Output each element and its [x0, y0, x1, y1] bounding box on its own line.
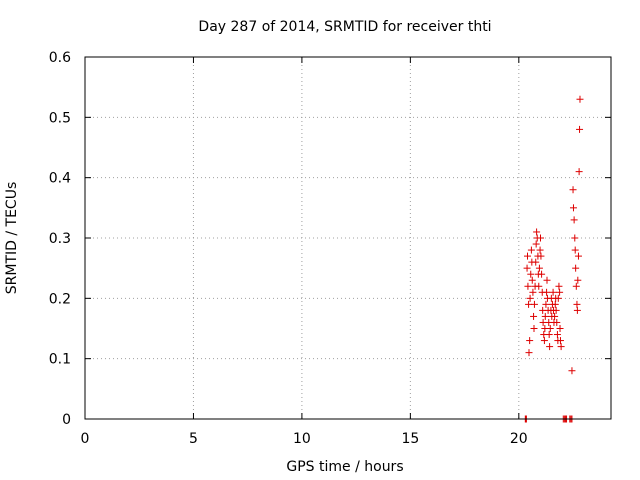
data-point: [537, 252, 545, 260]
data-point: [573, 306, 581, 314]
data-point: [523, 252, 531, 260]
data-point: [551, 312, 559, 320]
data-point: [569, 204, 577, 212]
data-point: [540, 337, 548, 345]
data-point: [549, 288, 557, 296]
data-point: [572, 282, 580, 290]
data-point: [576, 95, 584, 103]
data-point: [570, 216, 578, 224]
data-point: [573, 300, 581, 308]
data-point: [529, 288, 537, 296]
data-point: [543, 288, 551, 296]
x-tick-label: 0: [81, 431, 90, 447]
x-tick-label: 10: [293, 431, 311, 447]
data-point: [536, 246, 544, 254]
data-point: [527, 246, 535, 254]
data-point: [575, 168, 583, 176]
data-point: [530, 325, 538, 332]
data-point: [574, 276, 582, 284]
data-point: [532, 258, 540, 266]
y-tick-label: 0.4: [49, 171, 71, 187]
y-tick-label: 0.2: [49, 291, 71, 307]
grid: [85, 57, 611, 419]
plot-frame: [84, 56, 612, 420]
data-point: [526, 337, 534, 345]
data-point: [524, 282, 532, 290]
y-tick-label: 0.6: [49, 50, 71, 66]
x-tick-label: 20: [510, 431, 528, 447]
data-point: [530, 312, 538, 320]
data-point: [525, 349, 533, 357]
data-point: [538, 270, 546, 278]
data-point: [576, 125, 584, 133]
data-point: [535, 264, 543, 272]
data-point: [553, 318, 561, 326]
data-point: [571, 246, 579, 254]
x-tick-label: 15: [401, 431, 419, 447]
y-axis-label: SRMTID / TECUs: [4, 182, 20, 295]
data-point: [571, 234, 579, 242]
y-tick-label: 0.3: [49, 231, 71, 247]
data-point: [569, 186, 577, 194]
data-point: [556, 325, 564, 332]
data-point: [533, 228, 541, 236]
data-point: [542, 300, 550, 308]
data-point: [551, 300, 559, 308]
y-tick-label: 0.1: [49, 352, 71, 368]
data-point: [554, 294, 562, 302]
data-point: [528, 276, 536, 284]
data-point: [557, 343, 565, 351]
data-point: [552, 306, 560, 314]
y-tick-label: 0: [62, 412, 71, 428]
data-point: [530, 300, 538, 308]
axis-ticks: 0 0.1 0.2 0.3 0.4 0.5 0.6 0 5 10 15 20: [49, 50, 611, 447]
data-point: [553, 331, 561, 339]
y-tick-label: 0.5: [49, 110, 71, 126]
data-point: [535, 282, 543, 290]
data-point: [546, 343, 554, 351]
data-point: [532, 240, 540, 248]
x-axis-label: GPS time / hours: [286, 459, 403, 475]
data-point: [537, 234, 545, 242]
data-point: [574, 252, 582, 260]
data-point: [546, 325, 554, 332]
data-point: [556, 288, 564, 296]
data-point: [572, 264, 580, 272]
data-point: [545, 331, 553, 339]
data-point: [568, 367, 576, 375]
data-point: [541, 312, 549, 320]
x-tick-label: 5: [189, 431, 198, 447]
data-point: [543, 276, 551, 284]
chart-title: Day 287 of 2014, SRMTID for receiver tht…: [198, 19, 491, 35]
data-point: [525, 300, 533, 308]
data-point: [526, 294, 534, 302]
data-point: [523, 264, 531, 272]
data-points: [521, 95, 584, 423]
data-point: [555, 282, 563, 290]
data-point: [556, 337, 564, 345]
data-point: [527, 270, 535, 278]
